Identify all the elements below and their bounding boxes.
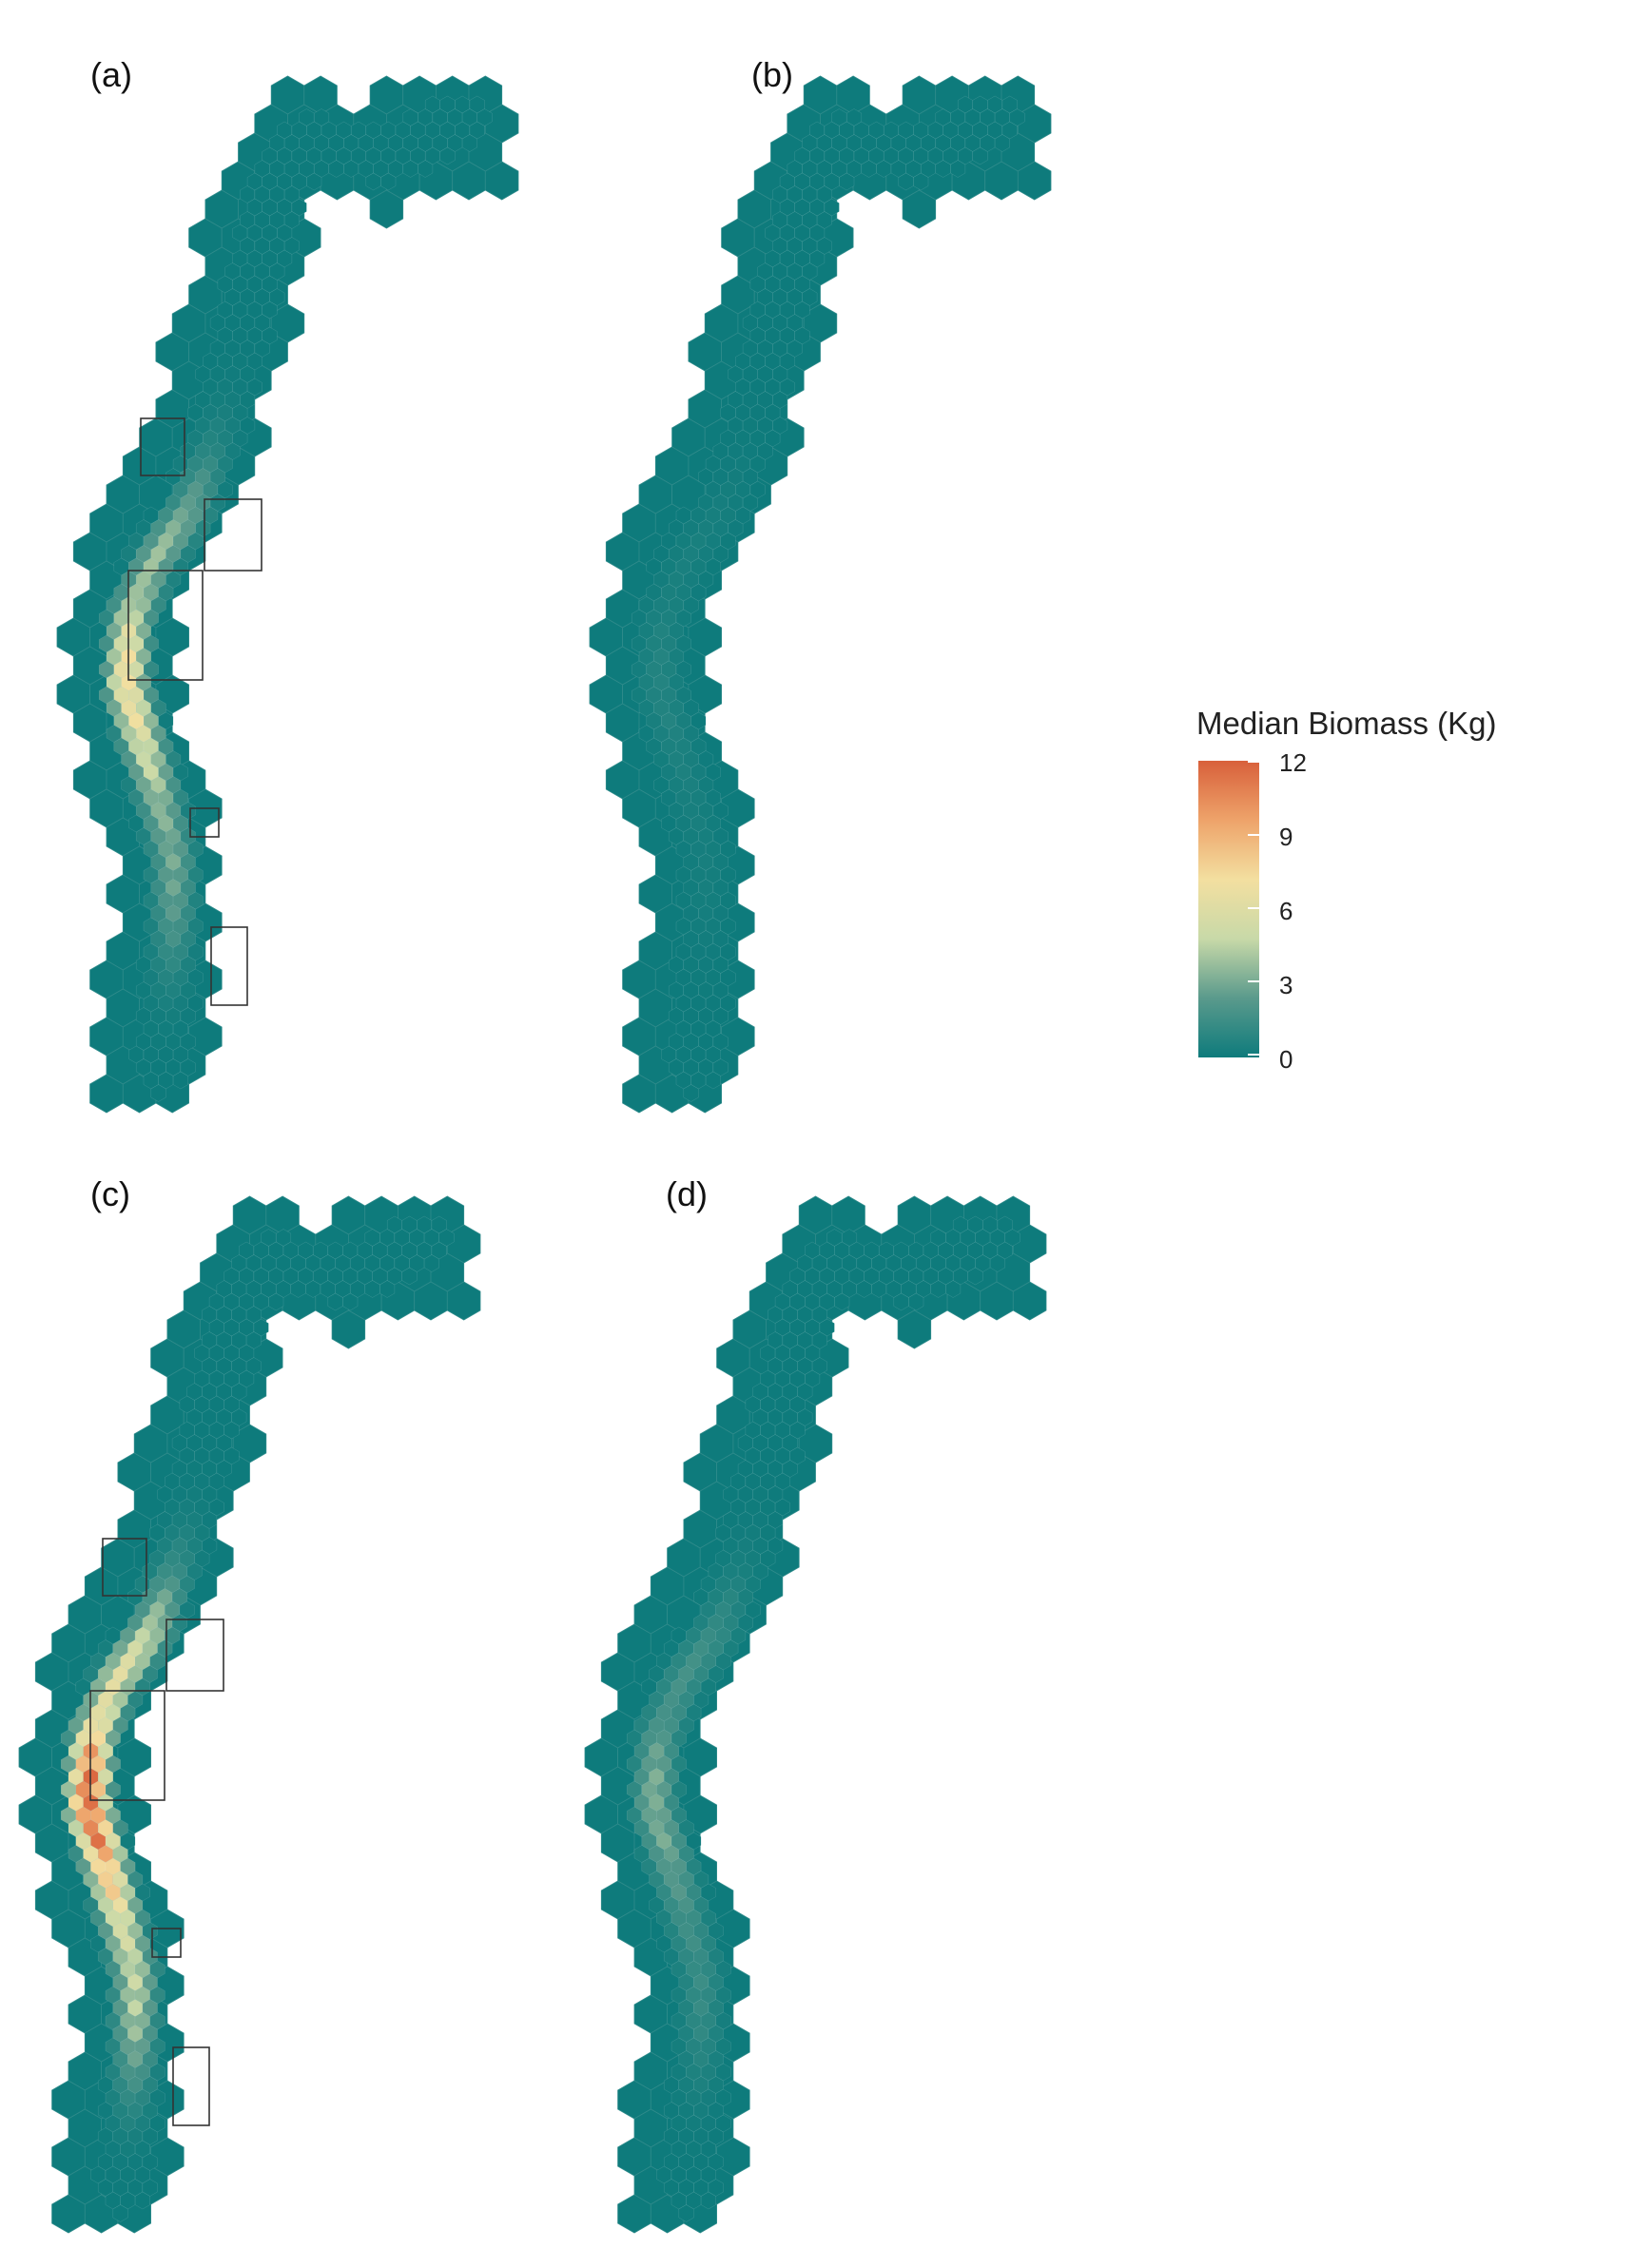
grid-cell-nearshore <box>439 146 456 165</box>
grid-cell-nearshore <box>461 134 477 152</box>
legend-tick-3: 3 <box>1279 971 1293 999</box>
map-panel-a <box>56 75 519 1114</box>
legend-tick-mark <box>1248 761 1259 763</box>
grid-cell-offshore <box>902 189 937 229</box>
legend-tick-mark <box>1248 980 1259 982</box>
grid-cell-nearshore <box>700 2191 716 2210</box>
protected-area-outline <box>172 2046 210 2126</box>
panel-label-b: (b) <box>751 55 793 94</box>
grid-cell-nearshore <box>972 146 988 165</box>
protected-area-outline <box>140 417 185 476</box>
grid-cell-offshore <box>446 1281 481 1321</box>
grid-cell-nearshore <box>112 2204 128 2222</box>
grid-cell-nearshore <box>134 2191 150 2210</box>
grid-cell-nearshore <box>380 172 397 191</box>
grid-cell-offshore <box>1017 161 1052 201</box>
legend-tick-0: 0 <box>1279 1045 1293 1074</box>
grid-cell-nearshore <box>839 172 855 191</box>
grid-cell-offshore <box>1012 1281 1047 1321</box>
protected-area-outline <box>204 498 262 572</box>
grid-cell-nearshore <box>967 1267 983 1286</box>
legend-title: Median Biomass (Kg) <box>1196 706 1497 741</box>
legend-tick-mark <box>1248 1054 1259 1056</box>
grid-cell-nearshore <box>172 1071 188 1090</box>
panel-label-a: (a) <box>90 55 132 94</box>
legend-tick-mark <box>1248 834 1259 836</box>
grid-cell-nearshore <box>401 1267 418 1286</box>
grid-cell-nearshore <box>423 1254 439 1272</box>
panel-label-c: (c) <box>90 1174 130 1213</box>
legend-tick-mark <box>1248 907 1259 909</box>
grid-cell-nearshore <box>306 172 322 191</box>
grid-cell-nearshore <box>913 172 929 191</box>
grid-cell-offshore <box>369 189 404 229</box>
map-panel-c <box>18 1195 481 2234</box>
map-panel-b <box>589 75 1052 1114</box>
grid-cell-nearshore <box>418 160 434 178</box>
grid-cell-nearshore <box>268 1292 284 1311</box>
grid-cell-nearshore <box>683 1084 699 1102</box>
grid-cell-nearshore <box>989 1254 1005 1272</box>
grid-cell-nearshore <box>908 1292 924 1311</box>
grid-cell-nearshore <box>342 1292 359 1311</box>
grid-cell-nearshore <box>994 134 1010 152</box>
protected-area-outline <box>210 926 248 1006</box>
grid-cell-nearshore <box>950 160 966 178</box>
grid-cell-nearshore <box>834 1292 850 1311</box>
panel-label-d: (d) <box>666 1174 708 1213</box>
grid-cell-nearshore <box>150 1084 166 1102</box>
legend-tick-9: 9 <box>1279 823 1293 851</box>
legend-tick-12: 12 <box>1279 748 1307 777</box>
protected-area-outline <box>151 1928 182 1958</box>
grid-cell-offshore <box>331 1309 366 1349</box>
protected-area-outline <box>165 1619 224 1692</box>
map-panel-d <box>584 1195 1047 2234</box>
protected-area-outline <box>89 1690 165 1801</box>
grid-cell-offshore <box>484 161 519 201</box>
protected-area-outline <box>127 570 204 681</box>
grid-cell-nearshore <box>379 1280 396 1298</box>
grid-cell-nearshore <box>945 1280 962 1298</box>
grid-cell-offshore <box>897 1309 932 1349</box>
grid-cell-nearshore <box>678 2204 694 2222</box>
legend-tick-6: 6 <box>1279 897 1293 925</box>
protected-area-outline <box>102 1538 147 1597</box>
protected-area-outline <box>189 807 220 838</box>
grid-cell-nearshore <box>705 1071 721 1090</box>
legend-colorbar <box>1198 761 1259 1057</box>
